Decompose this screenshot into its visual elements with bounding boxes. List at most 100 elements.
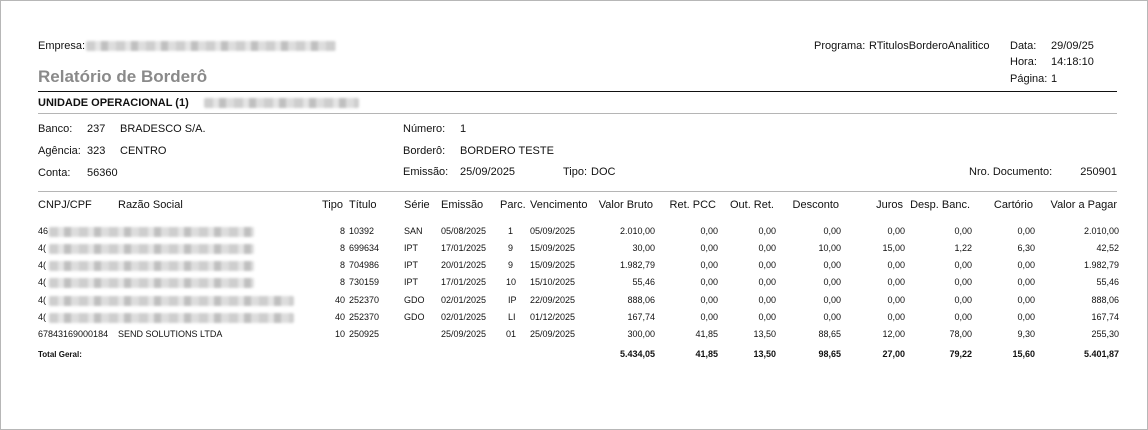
cell-emissao: 20/01/2025 xyxy=(441,260,487,270)
col-tipo: Tipo xyxy=(322,199,343,211)
cell-parc: 9 xyxy=(508,260,514,270)
cell-valor-pagar: 2.010,00 xyxy=(1083,226,1119,236)
cell-juros: 0,00 xyxy=(887,312,905,322)
cell-juros: 0,00 xyxy=(887,277,905,287)
cell-serie: IPT xyxy=(404,243,419,253)
cell-razao-social: SEND SOLUTIONS LTDA xyxy=(118,329,223,339)
cell-desconto: 0,00 xyxy=(823,277,841,287)
cell-cartorio: 0,00 xyxy=(1017,312,1035,322)
cell-cartorio: 0,00 xyxy=(1017,260,1035,270)
cell-serie: IPT xyxy=(404,277,419,287)
col-serie: Série xyxy=(404,199,430,211)
cell-tipo: 8 xyxy=(339,277,345,287)
cell-titulo: 699634 xyxy=(349,243,380,253)
table-row: 4( 40 252370 GDO 02/01/2025 IP 22/09/202… xyxy=(1,294,1148,307)
data-value: 29/09/25 xyxy=(1051,40,1094,52)
cell-titulo: 252370 xyxy=(349,312,380,322)
cell-cnpj: 4( xyxy=(38,277,47,287)
cell-valor-pagar: 55,46 xyxy=(1096,277,1119,287)
cell-out-ret: 13,50 xyxy=(753,329,776,339)
cell-emissao: 25/09/2025 xyxy=(441,329,487,339)
cell-valor-bruto: 2.010,00 xyxy=(619,226,655,236)
col-titulo: Título xyxy=(349,199,377,211)
cell-cnpj: 4( xyxy=(38,243,47,253)
nro-documento-label: Nro. Documento: xyxy=(969,166,1053,178)
cell-valor-bruto: 167,74 xyxy=(627,312,655,322)
cell-emissao: 02/01/2025 xyxy=(441,312,487,322)
cell-valor-pagar: 888,06 xyxy=(1091,295,1119,305)
cell-desconto: 10,00 xyxy=(818,243,841,253)
col-juros: Juros xyxy=(876,199,903,211)
total-ret-pcc: 41,85 xyxy=(695,349,718,359)
total-desconto: 98,65 xyxy=(818,349,841,359)
cell-titulo: 10392 xyxy=(349,226,375,236)
total-desp-banc: 79,22 xyxy=(949,349,972,359)
programa-value: RTitulosBorderoAnalitico xyxy=(869,40,990,52)
col-razao-social: Razão Social xyxy=(118,199,183,211)
cell-out-ret: 0,00 xyxy=(758,243,776,253)
total-out-ret: 13,50 xyxy=(753,349,776,359)
redacted-row-5 xyxy=(49,296,294,306)
cell-ret-pcc: 41,85 xyxy=(695,329,718,339)
cell-tipo: 40 xyxy=(334,295,345,305)
cell-emissao: 02/01/2025 xyxy=(441,295,487,305)
report-title: Relatório de Borderô xyxy=(38,67,208,86)
cell-desp-banc: 0,00 xyxy=(954,226,972,236)
cell-emissao: 05/08/2025 xyxy=(441,226,487,236)
table-row: 4( 8 704986 IPT 20/01/2025 9 15/09/2025 … xyxy=(1,259,1148,272)
cell-tipo: 8 xyxy=(339,243,345,253)
cell-emissao: 17/01/2025 xyxy=(441,277,487,287)
cell-cartorio: 0,00 xyxy=(1017,226,1035,236)
col-cnpj: CNPJ/CPF xyxy=(38,199,92,211)
cell-desconto: 0,00 xyxy=(823,295,841,305)
header-divider xyxy=(38,91,1117,92)
col-out-ret: Out. Ret. xyxy=(729,199,774,211)
unit-name-redacted xyxy=(204,98,359,108)
cell-desconto: 0,00 xyxy=(823,260,841,270)
total-row: Total Geral: 5.434,05 41,85 13,50 98,65 … xyxy=(1,348,1148,361)
cell-parc: 10 xyxy=(506,277,517,287)
cell-ret-pcc: 0,00 xyxy=(700,226,718,236)
tipo-value: DOC xyxy=(591,166,616,178)
cell-ret-pcc: 0,00 xyxy=(700,277,718,287)
cell-cartorio: 9,30 xyxy=(1017,329,1035,339)
agencia-label: Agência: xyxy=(38,145,81,157)
table-row: 46 8 10392 SAN 05/08/2025 1 05/09/2025 2… xyxy=(1,225,1148,238)
table-row: 4( 40 252370 GDO 02/01/2025 LI 01/12/202… xyxy=(1,311,1148,324)
cell-vencimento: 15/09/2025 xyxy=(530,260,576,270)
cell-out-ret: 0,00 xyxy=(758,312,776,322)
bordero-value: BORDERO TESTE xyxy=(460,145,554,157)
pagina-label: Página: xyxy=(1010,73,1048,85)
cell-titulo: 250925 xyxy=(349,329,380,339)
programa-label: Programa: xyxy=(814,40,866,52)
total-cartorio: 15,60 xyxy=(1012,349,1035,359)
cell-ret-pcc: 0,00 xyxy=(700,295,718,305)
cell-desconto: 0,00 xyxy=(823,312,841,322)
info-divider xyxy=(38,191,1117,192)
cell-tipo: 8 xyxy=(339,260,345,270)
col-valor-bruto: Valor Bruto xyxy=(598,199,653,211)
empresa-label: Empresa: xyxy=(38,40,86,52)
cell-serie: GDO xyxy=(404,295,425,305)
cell-cnpj: 46 xyxy=(38,226,49,236)
cell-serie: IPT xyxy=(404,260,419,270)
cell-vencimento: 25/09/2025 xyxy=(530,329,576,339)
cell-desp-banc: 0,00 xyxy=(954,260,972,270)
agencia-code: 323 xyxy=(87,145,106,157)
cell-valor-pagar: 167,74 xyxy=(1091,312,1119,322)
cell-valor-pagar: 255,30 xyxy=(1091,329,1119,339)
cell-desconto: 0,00 xyxy=(823,226,841,236)
redacted-row-1 xyxy=(49,227,254,237)
nro-documento-value: 250901 xyxy=(1080,166,1117,178)
total-label: Total Geral: xyxy=(38,350,82,359)
redacted-row-4 xyxy=(49,278,254,288)
cell-parc: LI xyxy=(508,312,516,322)
cell-cartorio: 0,00 xyxy=(1017,277,1035,287)
cell-desp-banc: 0,00 xyxy=(954,312,972,322)
unit-divider xyxy=(38,113,1117,114)
cell-tipo: 8 xyxy=(339,226,345,236)
cell-ret-pcc: 0,00 xyxy=(700,260,718,270)
cell-valor-bruto: 30,00 xyxy=(632,243,655,253)
cell-desconto: 88,65 xyxy=(818,329,841,339)
col-desconto: Desconto xyxy=(792,199,839,211)
